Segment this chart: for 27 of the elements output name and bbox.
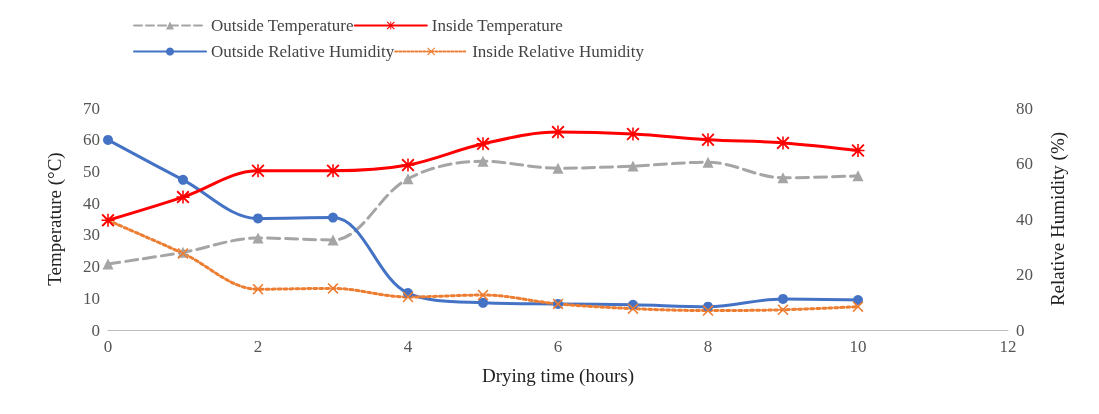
y-tick-label: 30: [83, 225, 100, 245]
x-tick-label: 4: [403, 337, 413, 356]
y2-tick-label: 40: [1016, 209, 1033, 229]
y-tick-label: 40: [83, 193, 100, 213]
y2-axis-title: Relative Humidity (%): [1047, 131, 1069, 307]
y-tick-label: 10: [83, 288, 100, 308]
x-axis-title: Drying time (hours): [482, 365, 634, 387]
x-tick-label: 6: [553, 337, 563, 356]
y-tick-label: 50: [83, 161, 100, 181]
y2-tick-label: 20: [1016, 265, 1033, 284]
legend-label: Outside Relative Humidity: [211, 42, 395, 61]
legend-label: Inside Temperature: [431, 16, 563, 35]
x-tick-label: 10: [849, 337, 867, 356]
x-tick-label: 2: [253, 337, 263, 356]
y-tick-label: 60: [83, 130, 100, 150]
y2-tick-label: 80: [1016, 98, 1033, 118]
x-tick-label: 12: [999, 337, 1017, 356]
x-tick-label: 0: [103, 337, 113, 356]
y2-tick-label: 0: [1016, 320, 1025, 340]
legend-label: Inside Relative Humidity: [472, 42, 645, 61]
y-tick-label: 0: [91, 320, 100, 340]
y-tick-label: 70: [83, 98, 100, 118]
y-axis-title: Temperature (°C): [44, 152, 66, 286]
legend-label: Outside Temperature: [211, 16, 354, 35]
y2-tick-label: 60: [1016, 154, 1033, 173]
x-tick-label: 8: [703, 337, 713, 356]
y-tick-label: 20: [83, 257, 100, 277]
